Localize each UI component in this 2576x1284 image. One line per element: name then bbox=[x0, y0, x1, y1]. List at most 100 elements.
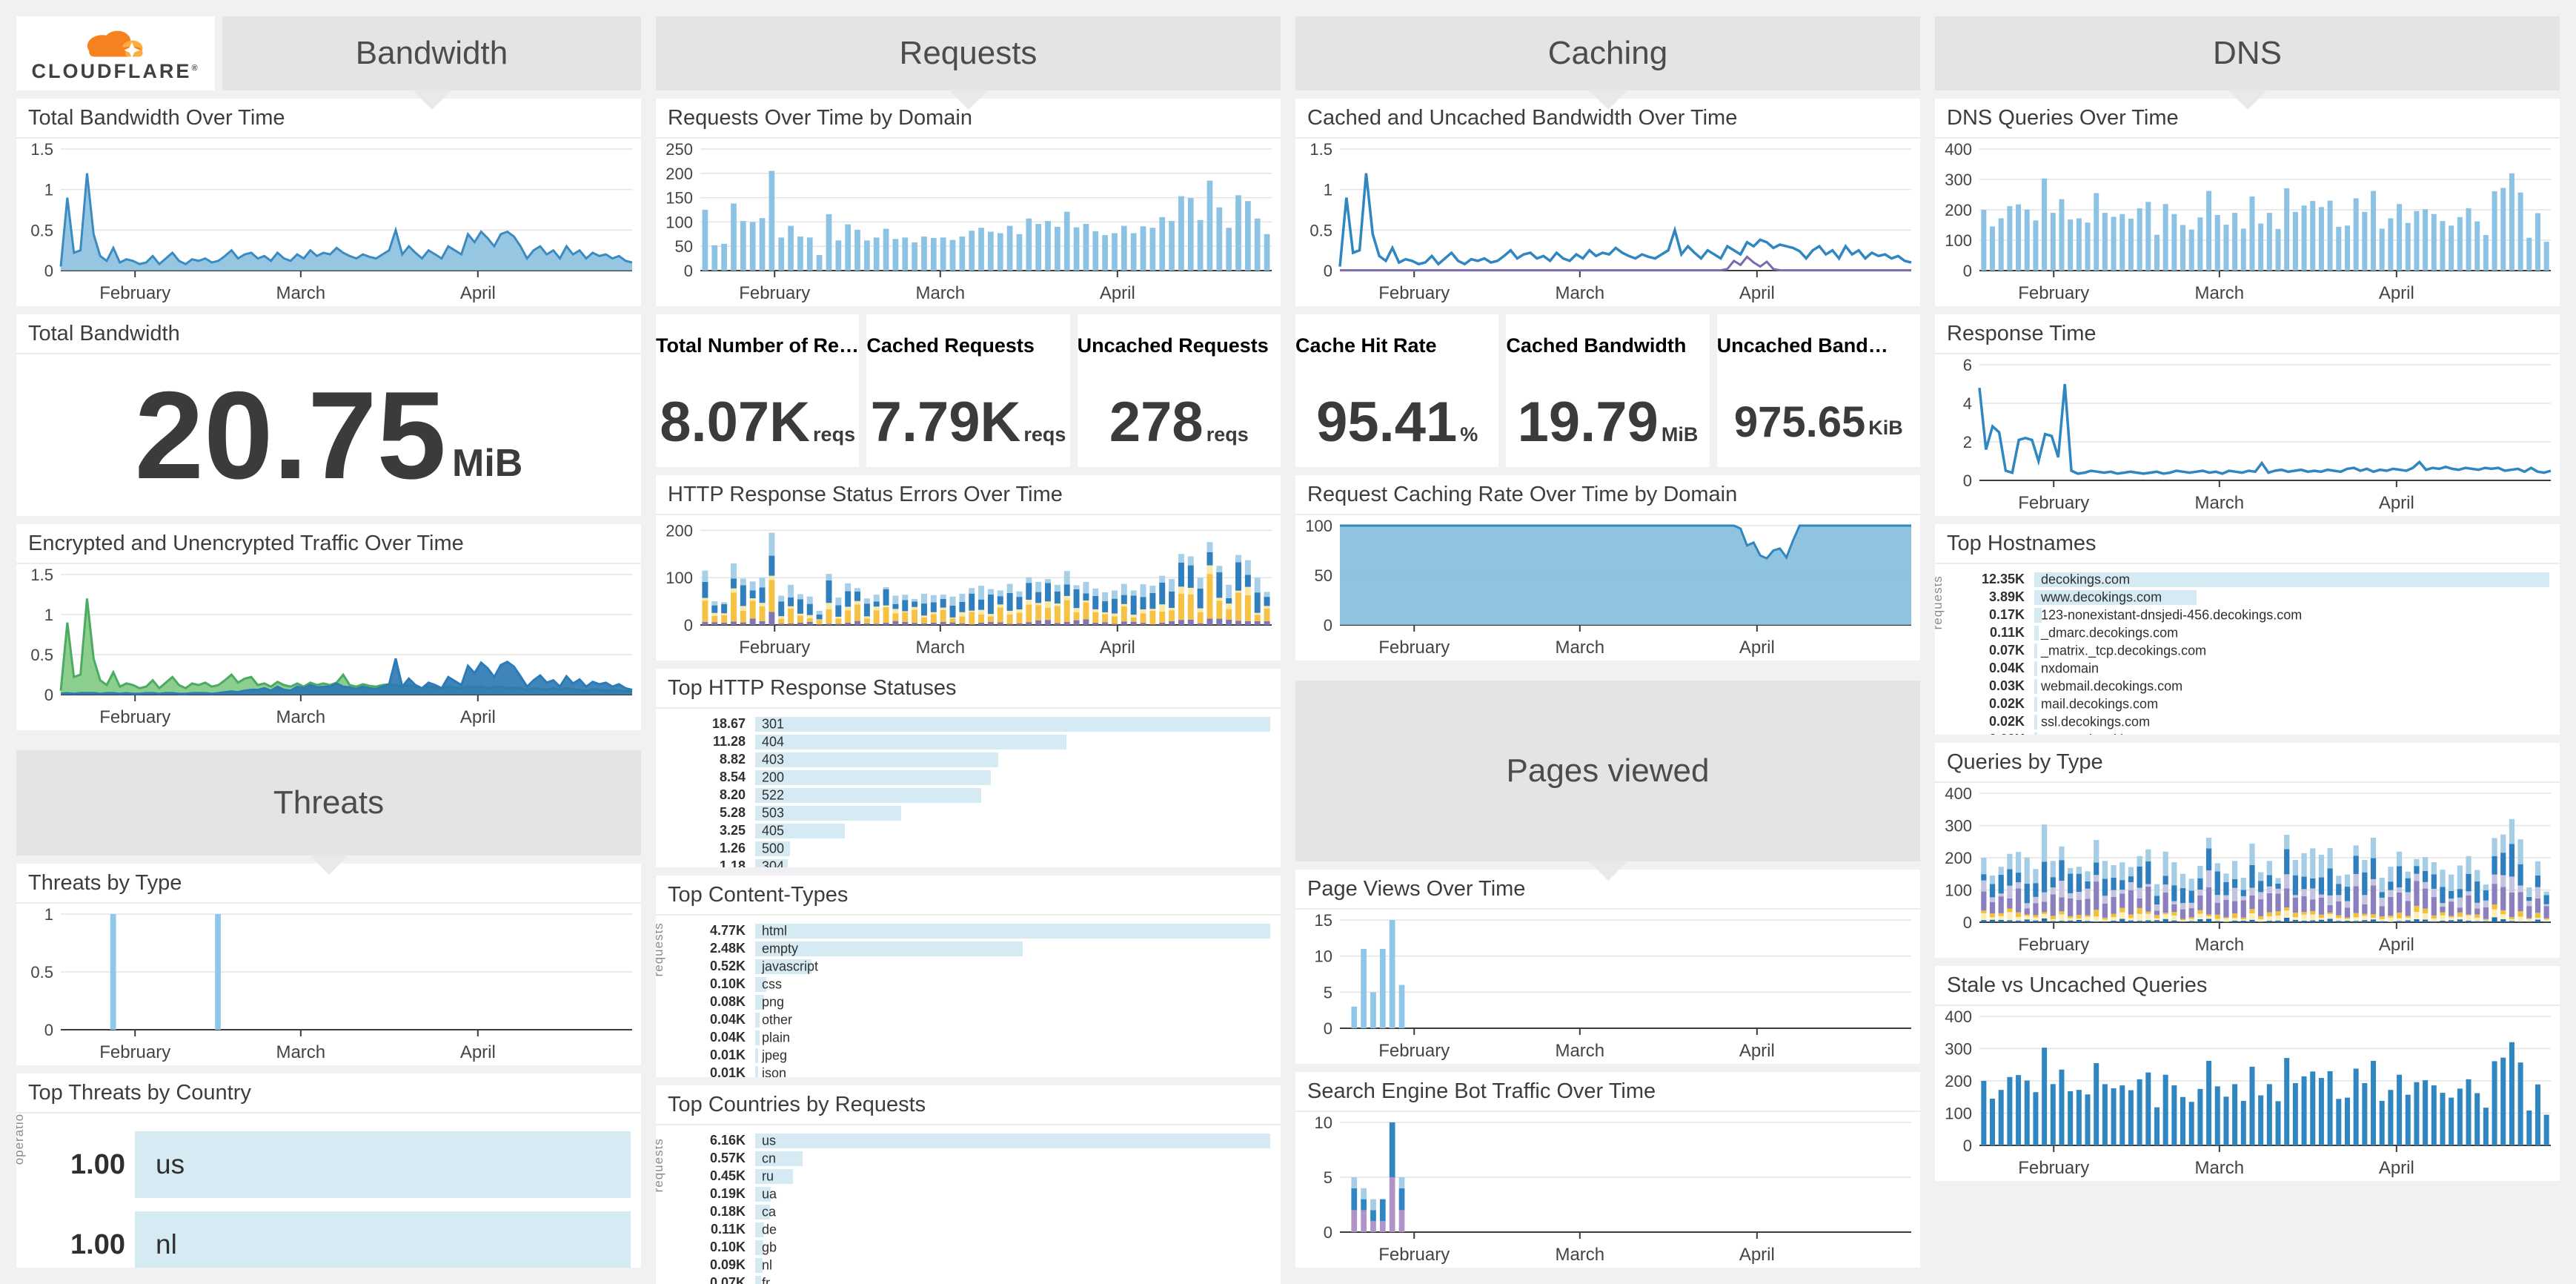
top-threats-list[interactable]: operations 1.00 us 1.00 nl bbox=[16, 1113, 641, 1268]
list-bar bbox=[755, 823, 845, 838]
list-label: 304 bbox=[762, 858, 785, 867]
svg-text:6: 6 bbox=[1963, 356, 1972, 374]
card-title: Stale vs Uncached Queries bbox=[1935, 966, 2560, 1006]
section-header-caching: Caching bbox=[1295, 16, 1920, 90]
list-row: 1.00 nl bbox=[47, 1211, 631, 1268]
top-hostnames-list[interactable]: requests 12.35K decokings.com 3.89K www.deco… bbox=[1935, 564, 2560, 735]
response-time-line-chart[interactable]: 0 2 4 6 February March April bbox=[1935, 354, 2560, 516]
list-value: 0.02K bbox=[1960, 732, 2034, 735]
list-row: 0.11K _dmarc.decokings.com bbox=[1960, 625, 2549, 641]
svg-text:February: February bbox=[99, 283, 170, 303]
card-title: Response Time bbox=[1935, 314, 2560, 354]
svg-text:0: 0 bbox=[684, 616, 693, 635]
svg-text:100: 100 bbox=[1945, 1105, 1972, 1123]
stat-value: 278 bbox=[1109, 390, 1204, 454]
stat-cached-bandwidth: Cached Bandwidth 19.79 MiB bbox=[1506, 314, 1710, 467]
stale-uncached-bar-chart[interactable]: 0 100 200 300 400 February March April bbox=[1935, 1006, 2560, 1181]
list-value: 0.07K bbox=[709, 1275, 746, 1284]
list-row: 3.25 405 bbox=[681, 823, 1270, 838]
list-value: 8.82 bbox=[719, 752, 746, 767]
svg-text:0: 0 bbox=[1963, 1136, 1972, 1155]
list-row: 0.07K fr bbox=[681, 1275, 1270, 1284]
stat-uncached-requests: Uncached Requests 278 reqs bbox=[1077, 314, 1281, 467]
card-top-countries: Top Countries by Requests requests 6.16K u… bbox=[656, 1085, 1281, 1284]
list-bar bbox=[2034, 696, 2038, 712]
column-caching: Caching Cached and Uncached Bandwidth Ov… bbox=[1295, 16, 1920, 1268]
svg-text:4: 4 bbox=[1963, 394, 1972, 413]
queries-by-type-stacked-chart[interactable]: 0 100 200 300 400 February March April bbox=[1935, 783, 2560, 958]
cloudflare-logo[interactable]: CLOUDFLARE® bbox=[16, 16, 215, 90]
svg-text:March: March bbox=[276, 283, 325, 303]
caching-stats-row: Cache Hit Rate 95.41% Cached Bandwidth 1… bbox=[1295, 314, 1920, 467]
requests-bar-chart[interactable]: 0 50 100 150 200 250 February March April bbox=[656, 139, 1281, 306]
list-row: 0.02K mail.decokings.com bbox=[1960, 696, 2549, 712]
top-countries-list[interactable]: requests 6.16K us 0.57K cn 0.45K ru 0.19K ua 0.18… bbox=[656, 1125, 1281, 1284]
svg-text:400: 400 bbox=[1945, 140, 1972, 159]
list-row: 0.19K ua bbox=[681, 1186, 1270, 1202]
stat-value: 7.79K bbox=[870, 390, 1021, 454]
svg-text:April: April bbox=[460, 283, 496, 303]
list-bar bbox=[755, 752, 999, 767]
http-errors-stacked-chart[interactable]: 0 100 200 February March April bbox=[656, 515, 1281, 661]
list-label: 403 bbox=[762, 752, 785, 767]
svg-text:1: 1 bbox=[1324, 181, 1332, 199]
list-bar bbox=[755, 1048, 759, 1063]
dns-queries-bar-chart[interactable]: 0 100 200 300 400 February March April bbox=[1935, 139, 2560, 306]
svg-text:February: February bbox=[99, 1042, 170, 1062]
list-label: jpeg bbox=[762, 1048, 788, 1062]
svg-text:February: February bbox=[1378, 283, 1450, 303]
list-label: ca bbox=[762, 1204, 777, 1219]
svg-text:March: March bbox=[2194, 935, 2244, 955]
list-value: 0.10K bbox=[709, 1240, 746, 1254]
svg-text:April: April bbox=[2379, 1158, 2414, 1178]
cached-uncached-line-chart[interactable]: 0 0.5 1 1.5 February March April bbox=[1295, 139, 1920, 306]
card-title: Cached and Uncached Bandwidth Over Time bbox=[1295, 99, 1920, 139]
svg-text:April: April bbox=[460, 1042, 496, 1062]
card-title: Cache Hit Rate bbox=[1295, 334, 1437, 357]
top-content-types-list[interactable]: requests 4.77K html 2.48K empty 0.52K javascri… bbox=[656, 916, 1281, 1077]
list-label: de bbox=[762, 1222, 777, 1237]
stat-unit: KiB bbox=[1868, 416, 1903, 439]
list-row: 0.10K css bbox=[681, 976, 1270, 992]
encrypted-traffic-area-chart[interactable]: 0 0.5 1 1.5 February March April bbox=[16, 564, 641, 730]
svg-text:February: February bbox=[1378, 1245, 1450, 1265]
list-bar bbox=[755, 1222, 765, 1237]
list-label: javascript bbox=[762, 959, 819, 973]
list-bar bbox=[755, 1275, 761, 1284]
list-bar bbox=[135, 1211, 631, 1268]
list-row: 0.45K ru bbox=[681, 1168, 1270, 1184]
caching-rate-area-chart[interactable]: 0 50 100 February March April bbox=[1295, 515, 1920, 661]
list-value: 0.04K bbox=[709, 1012, 746, 1027]
svg-text:February: February bbox=[2018, 493, 2089, 513]
threats-by-type-bar-chart[interactable]: 0 0.5 1 February March April bbox=[16, 904, 641, 1065]
stat-unit: reqs bbox=[813, 423, 856, 446]
svg-text:0: 0 bbox=[684, 262, 693, 280]
section-header-bandwidth: Bandwidth bbox=[222, 16, 641, 90]
total-bandwidth-area-chart[interactable]: 0 0.5 1 1.5 February March April bbox=[16, 139, 641, 306]
stat-unit: reqs bbox=[1206, 423, 1249, 446]
list-label: mail.decokings.com bbox=[2041, 696, 2159, 711]
list-row: 1.26 500 bbox=[681, 841, 1270, 856]
card-title: Search Engine Bot Traffic Over Time bbox=[1295, 1072, 1920, 1112]
top-http-statuses-list[interactable]: 18.67 301 11.28 404 8.82 403 8.54 200 8.20 522 5.2… bbox=[656, 709, 1281, 867]
page-views-bar-chart[interactable]: 0 5 10 15 February March April bbox=[1295, 910, 1920, 1064]
list-value: 12.35K bbox=[1981, 572, 2025, 586]
list-bar bbox=[755, 805, 901, 821]
list-row: 18.67 301 bbox=[681, 716, 1270, 732]
bot-traffic-stacked-chart[interactable]: 0 5 10 February March April bbox=[1295, 1112, 1920, 1268]
svg-text:March: March bbox=[2194, 493, 2244, 513]
svg-text:February: February bbox=[99, 707, 170, 727]
list-value: 0.03K bbox=[1988, 678, 2025, 693]
list-value: 8.20 bbox=[719, 787, 746, 802]
list-label: www.decokings.com bbox=[2041, 589, 2162, 604]
list-row: 8.82 403 bbox=[681, 752, 1270, 767]
svg-text:0: 0 bbox=[1324, 1019, 1332, 1038]
svg-text:April: April bbox=[1100, 283, 1135, 303]
list-bar bbox=[2034, 714, 2038, 729]
list-axis-label: requests bbox=[656, 922, 665, 977]
section-header-requests: Requests bbox=[656, 16, 1281, 90]
list-bar bbox=[2034, 643, 2038, 658]
card-stale-uncached: Stale vs Uncached Queries 0 100 200 300 400 F… bbox=[1935, 966, 2560, 1181]
list-label: _dmarc.decokings.com bbox=[2041, 625, 2179, 640]
svg-text:1: 1 bbox=[44, 606, 53, 624]
